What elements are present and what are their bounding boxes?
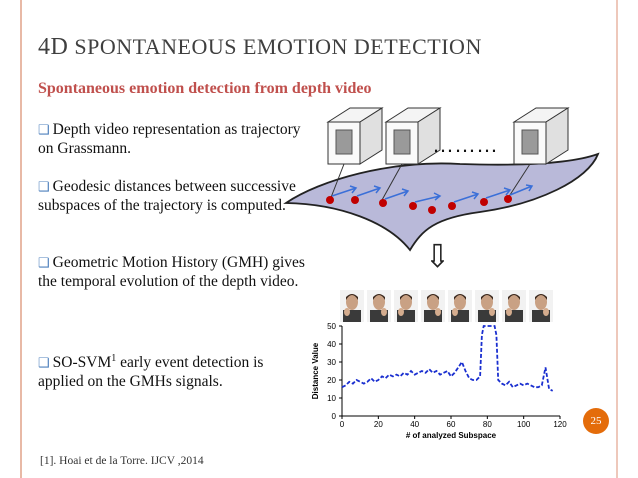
manifold-surface (283, 152, 600, 252)
x-tick-label: 80 (483, 420, 492, 429)
series-line (341, 325, 554, 392)
trajectory-point (351, 196, 359, 204)
bullet-item-2: ❑ Geodesic distances between successive s… (38, 178, 296, 214)
y-tick-label: 30 (327, 358, 336, 367)
grassmann-manifold-figure: ……… (283, 107, 600, 252)
bullet-item-3: ❑ Geometric Motion History (GMH) gives th… (38, 254, 305, 290)
x-tick-label: 120 (553, 420, 567, 429)
face-thumbnail-strip (340, 290, 560, 329)
slide-title: 4D SPONTANEOUS EMOTION DETECTION (38, 34, 482, 60)
footnote: [1]. Hoai et de la Torre. IJCV ,2014 (40, 455, 204, 467)
tangent-arrow (356, 185, 382, 197)
face-thumbnail (475, 290, 499, 322)
depth-frame-3 (507, 107, 570, 199)
depth-frame-2 (381, 107, 442, 201)
down-arrow-icon: ⇩ (424, 238, 451, 274)
bullet-item-4: ❑ SO-SVM1 early event detection is applie… (38, 353, 264, 391)
trajectory-point (448, 202, 456, 210)
trajectory-point (326, 196, 334, 204)
trajectory-point (379, 199, 387, 207)
bullet-item-1: ❑ Depth video representation as trajector… (38, 121, 301, 157)
depth-frame-1 (326, 107, 384, 201)
y-tick-label: 20 (327, 376, 336, 385)
tangent-arrow (485, 187, 512, 199)
x-tick-label: 100 (517, 420, 531, 429)
face-thumbnail (448, 290, 472, 322)
chart-ticks: 0 20 40 60 80 100 120 0 10 20 30 40 50 (327, 322, 567, 429)
chart-axes (341, 326, 560, 417)
tangent-arrow (453, 191, 480, 203)
checkbox-bullet-icon: ❑ (38, 255, 50, 270)
x-axis-label: # of analyzed Subspace (406, 431, 497, 440)
trajectory-point (409, 202, 417, 210)
trajectory-points (326, 195, 512, 214)
face-thumbnail (367, 290, 391, 322)
slide-subtitle: Spontaneous emotion detection from depth… (38, 80, 372, 97)
ellipsis-label: ……… (432, 132, 498, 157)
trajectory-point (428, 206, 436, 214)
x-tick-label: 20 (374, 420, 383, 429)
face-thumbnails (340, 290, 553, 322)
checkbox-bullet-icon: ❑ (38, 179, 50, 194)
x-tick-label: 60 (447, 420, 456, 429)
tangent-arrow (384, 188, 410, 200)
page-number-badge: 25 (583, 408, 609, 434)
checkbox-bullet-icon: ❑ (38, 122, 50, 137)
y-tick-label: 0 (332, 412, 337, 421)
face-thumbnail (529, 290, 553, 322)
tangent-arrow (331, 185, 358, 197)
trajectory-point (504, 195, 512, 203)
tangent-arrow (509, 184, 534, 196)
x-tick-label: 40 (410, 420, 419, 429)
x-tick-label: 0 (340, 420, 345, 429)
y-tick-label: 50 (327, 322, 336, 331)
face-thumbnail (394, 290, 418, 322)
tangent-arrow (414, 192, 442, 203)
gmh-line-chart: 0 20 40 60 80 100 120 0 10 20 30 40 50 # of analyzed… (311, 322, 567, 440)
face-thumbnail (502, 290, 526, 322)
tangent-arrows (331, 184, 534, 203)
y-tick-label: 10 (327, 394, 336, 403)
y-axis-label: Distance Value (311, 342, 320, 399)
y-tick-label: 40 (327, 340, 336, 349)
face-thumbnail (340, 290, 364, 322)
checkbox-bullet-icon: ❑ (38, 355, 50, 371)
trajectory-point (480, 198, 488, 206)
face-thumbnail (421, 290, 445, 322)
left-accent-line (20, 0, 22, 478)
right-accent-line (616, 0, 618, 478)
